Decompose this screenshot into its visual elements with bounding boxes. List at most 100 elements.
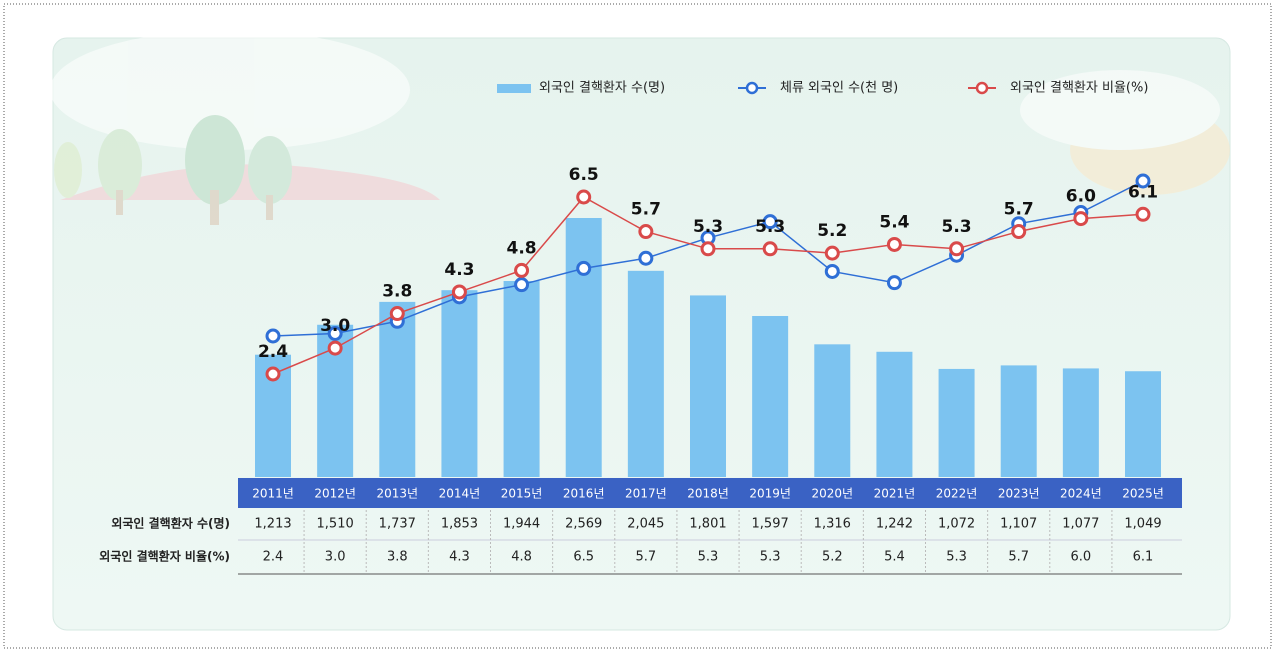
bar xyxy=(504,281,540,477)
bar xyxy=(1125,371,1161,477)
table-cell: 3.0 xyxy=(325,550,346,565)
bar xyxy=(566,218,602,477)
table-cell: 4.8 xyxy=(511,550,532,565)
table-cell: 5.7 xyxy=(636,550,657,565)
marker xyxy=(516,264,528,276)
table-header: 2020년 xyxy=(811,487,853,501)
table-cell: 5.4 xyxy=(884,550,905,565)
marker xyxy=(640,226,652,238)
legend-swatch xyxy=(747,83,757,93)
table-header: 2019년 xyxy=(749,487,791,501)
bar xyxy=(441,290,477,477)
marker xyxy=(826,247,838,259)
table-cell: 4.3 xyxy=(449,550,470,565)
bar xyxy=(939,369,975,477)
table-cell: 1,072 xyxy=(938,517,975,532)
marker xyxy=(1137,208,1149,220)
legend-label: 외국인 결핵환자 비율(%) xyxy=(1010,81,1148,96)
table-cell: 1,213 xyxy=(254,517,291,532)
marker xyxy=(764,243,776,255)
table-cell: 1,597 xyxy=(752,517,789,532)
table-row-header: 외국인 결핵환자 비율(%) xyxy=(99,549,230,564)
bar xyxy=(814,344,850,477)
data-label: 4.8 xyxy=(507,238,537,258)
bar xyxy=(876,352,912,477)
marker xyxy=(1075,213,1087,225)
legend-label: 외국인 결핵환자 수(명) xyxy=(539,81,665,96)
table-cell: 1,944 xyxy=(503,517,540,532)
bar xyxy=(628,271,664,477)
page: {"chart_data": {"type": "combo", "catego… xyxy=(0,0,1275,652)
marker xyxy=(702,243,714,255)
data-label: 5.4 xyxy=(879,212,909,232)
table-header: 2017년 xyxy=(625,487,667,501)
data-label: 5.3 xyxy=(755,217,785,237)
table-cell: 1,737 xyxy=(379,517,416,532)
marker xyxy=(267,368,279,380)
table-cell: 1,510 xyxy=(317,517,354,532)
table-cell: 2,045 xyxy=(627,517,664,532)
marker xyxy=(516,279,528,291)
table-header: 2011년 xyxy=(252,487,294,501)
chart: 2011년2012년2013년2014년2015년2016년2017년2018년… xyxy=(0,0,1275,652)
marker xyxy=(888,277,900,289)
marker xyxy=(453,286,465,298)
table-header: 2023년 xyxy=(998,487,1040,501)
marker xyxy=(888,238,900,250)
table-cell: 6.5 xyxy=(573,550,594,565)
table-cell: 1,316 xyxy=(814,517,851,532)
data-label: 3.8 xyxy=(382,282,412,302)
legend-swatch xyxy=(977,83,987,93)
table-cell: 1,049 xyxy=(1124,517,1161,532)
table-cell: 5.3 xyxy=(698,550,719,565)
data-label: 6.5 xyxy=(569,165,599,185)
table-cell: 5.2 xyxy=(822,550,843,565)
marker xyxy=(578,191,590,203)
data-label: 5.7 xyxy=(631,200,661,220)
marker xyxy=(640,252,652,264)
table-cell: 1,801 xyxy=(689,517,726,532)
data-label: 5.2 xyxy=(817,221,847,241)
legend-label: 체류 외국인 수(천 명) xyxy=(780,81,898,96)
data-label: 3.0 xyxy=(320,316,350,336)
table-header: 2013년 xyxy=(376,487,418,501)
table-cell: 2,569 xyxy=(565,517,602,532)
table-header: 2022년 xyxy=(936,487,978,501)
data-label: 4.3 xyxy=(444,260,474,280)
table-cell: 1,853 xyxy=(441,517,478,532)
table-cell: 1,077 xyxy=(1062,517,1099,532)
table-row-header: 외국인 결핵환자 수(명) xyxy=(111,516,230,531)
legend-swatch xyxy=(497,84,531,93)
table-cell: 5.3 xyxy=(946,550,967,565)
data-label: 5.3 xyxy=(942,217,972,237)
table-cell: 2.4 xyxy=(263,550,284,565)
marker xyxy=(267,330,279,342)
data-label: 2.4 xyxy=(258,342,288,362)
table-header: 2018년 xyxy=(687,487,729,501)
table-cell: 5.7 xyxy=(1008,550,1029,565)
table-header: 2021년 xyxy=(874,487,916,501)
marker xyxy=(391,308,403,320)
marker xyxy=(329,342,341,354)
data-label: 6.0 xyxy=(1066,187,1096,207)
bar xyxy=(690,295,726,477)
data-label: 5.7 xyxy=(1004,200,1034,220)
table-header: 2024년 xyxy=(1060,487,1102,501)
table-header: 2025년 xyxy=(1122,487,1164,501)
marker xyxy=(826,265,838,277)
marker xyxy=(951,243,963,255)
data-label: 5.3 xyxy=(693,217,723,237)
table-header: 2015년 xyxy=(501,487,543,501)
bar xyxy=(1001,365,1037,477)
table-cell: 1,107 xyxy=(1000,517,1037,532)
table-cell: 6.1 xyxy=(1133,550,1154,565)
table-cell: 3.8 xyxy=(387,550,408,565)
table-header: 2012년 xyxy=(314,487,356,501)
data-label: 6.1 xyxy=(1128,182,1158,202)
bar xyxy=(1063,368,1099,477)
table-cell: 5.3 xyxy=(760,550,781,565)
table-header: 2016년 xyxy=(563,487,605,501)
marker xyxy=(1013,226,1025,238)
marker xyxy=(578,262,590,274)
bar xyxy=(752,316,788,477)
